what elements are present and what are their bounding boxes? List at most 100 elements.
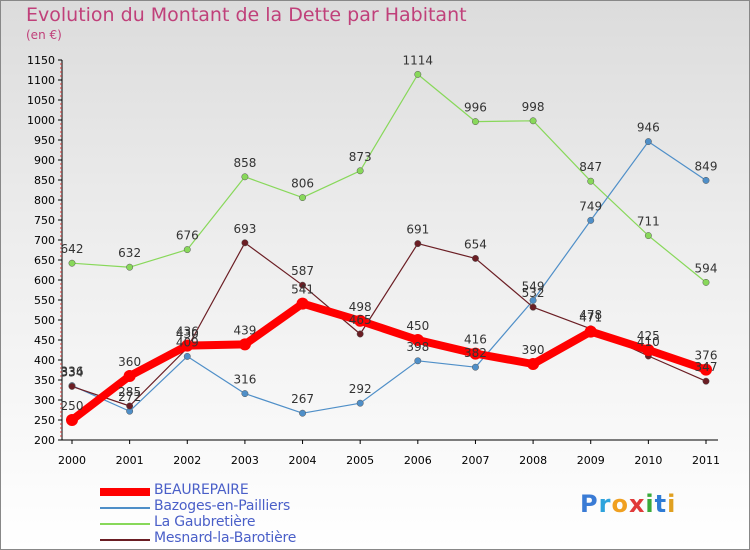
x-tick-label: 2002 <box>173 454 201 467</box>
data-labels-layer: 642 632 676 858 806 873 1114 996 998 847 711 594 336… <box>61 53 718 413</box>
data-label: 450 <box>406 319 429 333</box>
y-tick-label: 350 <box>34 374 55 387</box>
data-label: 250 <box>61 399 84 413</box>
data-label: 549 <box>522 279 545 293</box>
data-label: 334 <box>61 365 84 379</box>
y-tick-label: 450 <box>34 334 55 347</box>
line-chart: 200 250 300 350 400 450 500 550 600 650 700 750 800 8… <box>27 53 720 467</box>
data-label: 998 <box>522 100 545 114</box>
data-point <box>587 216 595 224</box>
x-tick-label: 2006 <box>404 454 432 467</box>
data-label: 285 <box>118 385 141 399</box>
x-tick-label: 2007 <box>461 454 489 467</box>
x-tick-label: 2003 <box>231 454 259 467</box>
data-point <box>584 325 597 338</box>
data-label: 336 <box>61 365 84 379</box>
series-line-1 <box>71 141 707 414</box>
data-point <box>299 194 306 202</box>
y-tick-label: 850 <box>34 174 55 187</box>
data-label: 654 <box>464 237 487 251</box>
data-point <box>123 370 136 382</box>
data-label: 594 <box>695 261 718 275</box>
data-label: 471 <box>579 311 602 325</box>
legend-label: Bazoges-en-Pailliers <box>154 498 291 514</box>
logo-letter: o <box>611 490 629 518</box>
data-label: 541 <box>291 283 314 297</box>
data-label: 316 <box>233 373 256 387</box>
data-point <box>642 344 655 356</box>
data-point <box>299 281 306 289</box>
data-point <box>299 409 306 417</box>
data-label: 390 <box>522 343 545 357</box>
data-label: 946 <box>637 121 660 135</box>
data-point <box>66 414 78 426</box>
y-tick-label: 1100 <box>27 74 55 87</box>
y-tick-label: 1050 <box>27 94 55 107</box>
data-point <box>414 70 422 78</box>
data-label: 478 <box>579 308 602 322</box>
data-point <box>702 176 710 184</box>
data-point <box>702 377 710 385</box>
y-tick-label: 650 <box>34 254 55 267</box>
data-label: 425 <box>637 329 660 343</box>
data-point <box>587 177 595 185</box>
series-layer <box>66 70 712 426</box>
data-label: 272 <box>118 390 141 404</box>
logo-letter: t <box>654 490 668 518</box>
data-point <box>181 339 194 352</box>
data-point <box>529 117 537 125</box>
data-label: 847 <box>579 160 602 174</box>
x-tick-label: 2008 <box>519 454 547 467</box>
series-line-2 <box>71 73 707 283</box>
y-tick-label: 500 <box>34 314 55 327</box>
y-tick-label: 800 <box>34 194 55 207</box>
y-tick-label: 300 <box>34 394 55 407</box>
x-tick-label: 2011 <box>692 454 720 467</box>
x-tick-label: 2004 <box>289 454 317 467</box>
data-point <box>356 167 364 175</box>
data-point <box>411 334 424 346</box>
x-tick-label: 2009 <box>577 454 605 467</box>
legend-label: Mesnard-la-Barotière <box>154 530 297 546</box>
data-point <box>241 239 249 247</box>
data-point <box>527 358 540 370</box>
data-label: 498 <box>349 300 372 314</box>
proxiti-logo: Proxiti <box>580 490 676 518</box>
data-label: 858 <box>233 156 256 170</box>
y-tick-label: 700 <box>34 234 55 247</box>
data-point <box>644 232 652 240</box>
data-point <box>702 278 710 286</box>
data-label: 873 <box>349 150 372 164</box>
x-tick-label: 2010 <box>634 454 662 467</box>
chart-title: Evolution du Montant de la Dette par Hab… <box>26 4 467 26</box>
data-point <box>241 173 249 181</box>
data-label: 676 <box>176 229 199 243</box>
x-tick-label: 2005 <box>346 454 374 467</box>
data-label: 439 <box>233 323 256 337</box>
data-point <box>68 382 76 390</box>
data-point <box>296 297 309 310</box>
data-label: 642 <box>61 242 84 256</box>
data-label: 398 <box>406 340 429 354</box>
data-label: 996 <box>464 101 487 115</box>
data-point <box>68 259 76 267</box>
data-point <box>238 338 251 351</box>
data-point <box>183 352 191 360</box>
data-label: 430 <box>176 327 199 341</box>
data-point <box>414 357 422 365</box>
data-label: 436 <box>176 325 199 339</box>
series-line-0 <box>68 299 710 424</box>
data-label: 360 <box>118 355 141 369</box>
x-tick-label: 2000 <box>58 454 86 467</box>
data-point <box>126 402 134 410</box>
data-point <box>529 303 537 311</box>
legend-swatch <box>100 488 150 496</box>
data-point <box>529 296 537 304</box>
data-point <box>700 363 712 376</box>
logo-letter: r <box>598 490 612 518</box>
legend-swatch <box>100 523 150 525</box>
data-point <box>472 363 479 371</box>
legend-label: La Gaubretière <box>154 514 256 530</box>
data-label: 691 <box>406 223 429 237</box>
